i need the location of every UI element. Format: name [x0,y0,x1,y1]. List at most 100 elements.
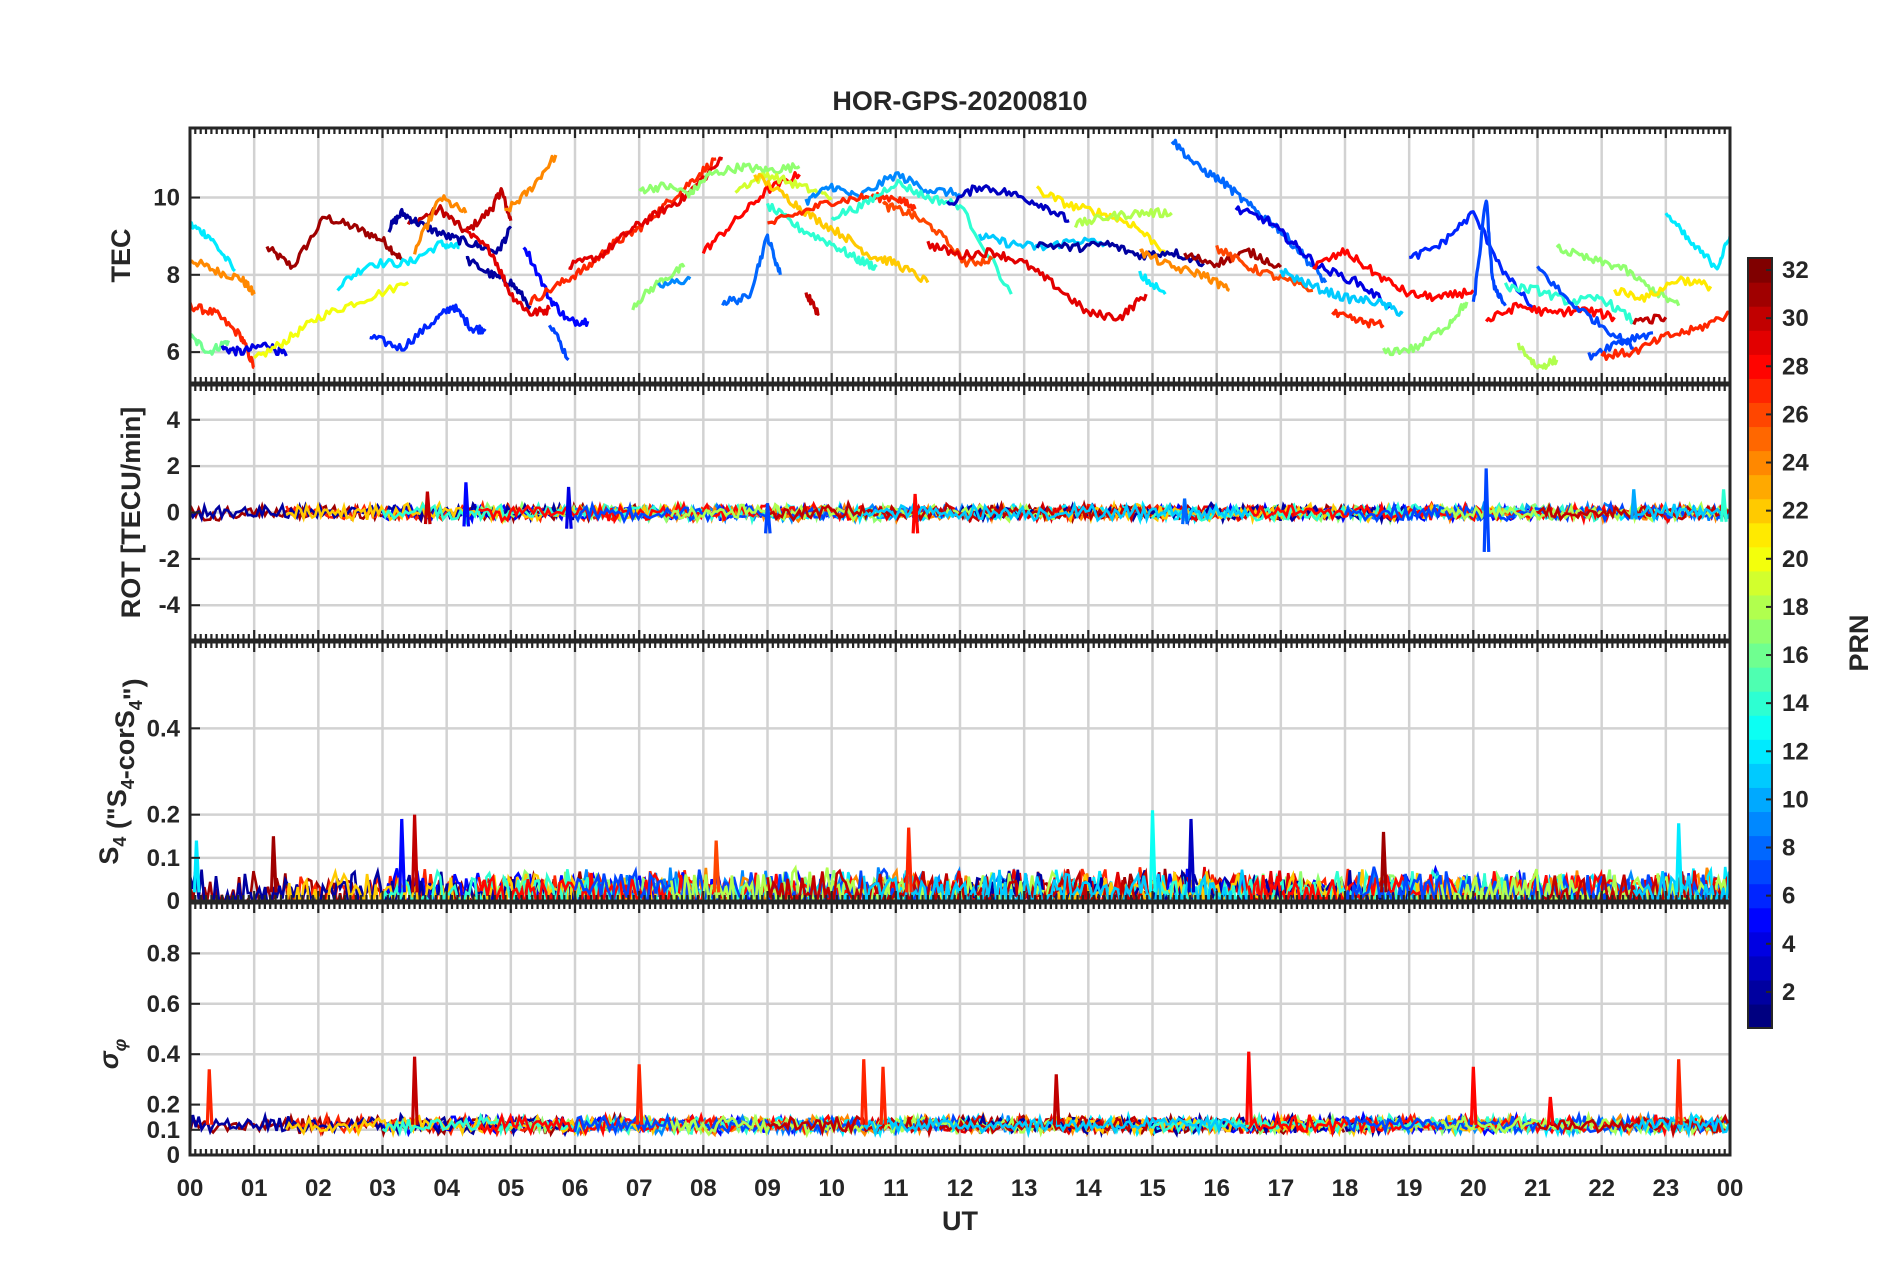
colorbar-tick-label: 6 [1782,883,1795,910]
series-line-prn-21 [1613,275,1713,303]
y-tick-label: 0.2 [147,1092,180,1119]
series-line-prn-30 [1632,313,1668,326]
series-band-prn-27 [285,869,735,901]
panel-3: 0 0.1 0.2 0.4S4 ("S4-corS4") [94,640,1732,915]
colorbar-swatch [1748,282,1772,307]
series-line-prn-20 [253,281,410,360]
series-line-prn-7 [547,324,570,362]
spike-prn-12 [1675,823,1683,893]
series-line-prn-17 [1555,243,1681,307]
y-tick-label: 0.1 [147,1117,180,1144]
series-line-prn-4 [1234,205,1391,309]
series-line-prn-9 [657,275,692,289]
y-tick-label: 0.4 [147,715,181,742]
colorbar-tick-label: 20 [1782,546,1809,573]
colorbar-swatch [1748,330,1772,355]
y-axis-label: σφ [94,1038,130,1069]
x-tick-label: 17 [1267,1175,1294,1202]
colorbar-swatch [1748,667,1772,692]
series-line-prn-29 [464,227,551,317]
y-tick-label: -2 [159,546,180,573]
y-tick-label: 0.8 [147,940,180,967]
series-line-prn-27 [767,191,917,225]
spike-prn-28 [1546,1096,1555,1125]
series-line-prn-14 [830,178,1013,295]
spike-prn-30 [411,1056,419,1125]
x-axis-tick-labels: 00 01 02 03 04 05 06 07 08 09 10 11 12 13 14 15 16 17 18 19… [177,1175,1744,1202]
spike-prn-28 [911,493,920,534]
colorbar-tick-label: 18 [1782,594,1809,621]
spike-prn-10 [1630,489,1638,520]
x-tick-label: 15 [1139,1175,1166,1202]
y-axis-label: TEC [106,229,136,283]
series-band-prn-14 [1151,868,1602,901]
series-line-prn-12 [190,221,236,273]
spike-prn-26 [712,840,721,893]
panel-2: -4 -2 0 2 4 ROT [TECU/min] [116,383,1732,642]
spike-prn-27 [905,827,913,893]
y-tick-label: 0.2 [147,802,180,829]
colorbar-swatch [1748,618,1772,644]
series-line-prn-24 [1139,248,1231,292]
series-line-prn-7 [1471,199,1507,307]
spike-prn-13 [1148,810,1157,893]
colorbar-frame [1747,257,1773,1029]
series-line-prn-27 [528,157,717,306]
colorbar-swatch [1748,811,1772,837]
colorbar-tick-label: 10 [1782,786,1809,813]
y-tick-label: -4 [159,592,181,619]
colorbar-tick-label: 28 [1782,353,1809,380]
spike-prn-31 [1379,831,1388,893]
y-axis-label: ROT [TECU/min] [116,407,146,618]
x-tick-marks [188,642,1732,901]
spike-prn-28 [1469,1066,1478,1125]
spike-prn-7 [763,503,772,534]
series-line-prn-11 [1279,267,1404,317]
x-tick-marks [188,903,1732,1155]
plot-area [190,468,1730,552]
colorbar-tick-label: 16 [1782,642,1809,669]
spike-prn-30 [423,491,432,525]
spike-prn-31 [269,836,278,893]
x-tick-label: 00 [177,1175,204,1202]
spike-prn-28 [1245,1051,1253,1125]
series-band-prn-7 [1343,499,1730,524]
x-tick-label: 12 [947,1175,974,1202]
x-tick-label: 07 [626,1175,653,1202]
series-line-prn-5 [522,246,590,327]
colorbar-tick-label: 2 [1782,979,1795,1006]
y-axis-label: S4 ("S4-corS4") [94,678,148,864]
x-tick-label: 21 [1524,1175,1551,1202]
x-tick-label: 02 [305,1175,332,1202]
spike-prn-7 [1482,468,1491,552]
series-line-prn-11 [977,232,1108,252]
series-line-prn-4 [220,341,288,357]
y-tick-label: 0.4 [147,1041,181,1068]
spike-prn-5 [462,482,471,527]
spike-prn-12 [192,840,201,893]
x-tick-label: 00 [1717,1175,1744,1202]
colorbar-swatch [1748,378,1772,403]
colorbar-tick-label: 32 [1782,257,1809,284]
x-tick-marks [188,128,1732,383]
spike-prn-14 [1720,489,1728,522]
series-line-prn-27 [1600,310,1730,361]
y-tick-label: 10 [153,185,180,212]
x-tick-label: 23 [1652,1175,1679,1202]
spike-prn-27 [879,1066,888,1125]
x-tick-label: 06 [562,1175,589,1202]
series-line-prn-7 [1587,331,1654,361]
series-line-prn-9 [804,171,962,206]
series-band-prn-30 [1536,871,1730,901]
spike-prn-27 [860,1059,868,1125]
series-line-prn-8 [721,233,782,307]
colorbar-swatch [1748,1003,1772,1029]
chart-title: HOR-GPS-20200810 [832,86,1087,116]
colorbar-swatch [1748,859,1772,885]
colorbar-tick-label: 22 [1782,498,1809,525]
x-tick-label: 18 [1332,1175,1359,1202]
series-line-prn-14 [765,202,878,271]
series-band-prn-11 [1633,1111,1730,1139]
colorbar-swatch [1748,474,1772,500]
